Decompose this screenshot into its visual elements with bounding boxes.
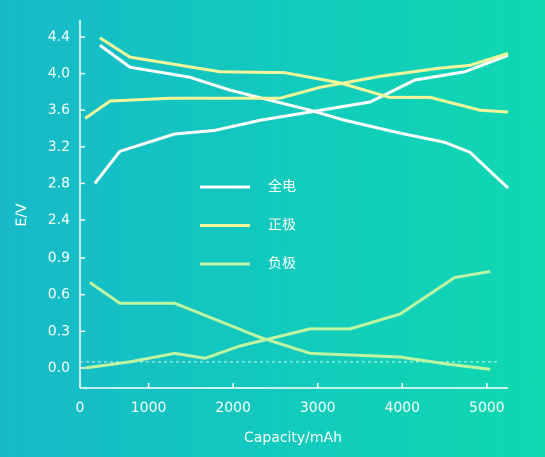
legend-label: 正极 [268, 218, 296, 234]
y-tick-label: 3.6 [48, 102, 70, 118]
y-tick-label: 0.6 [48, 287, 70, 303]
data-line [88, 281, 491, 371]
data-line [84, 269, 491, 370]
y-tick-label: 4.0 [48, 66, 70, 82]
y-tick-label: 2.4 [48, 212, 70, 228]
x-tick-label: 3000 [300, 400, 336, 416]
y-axis-label: E/V [14, 203, 30, 227]
data-line [84, 52, 509, 120]
legend-label: 全电 [268, 178, 296, 195]
x-tick-label: 1000 [131, 400, 167, 416]
x-tick-label: 4000 [384, 400, 420, 416]
x-axis-label: Capacity/mAh [244, 430, 342, 446]
data-line [93, 53, 509, 185]
x-tick-label: 0 [76, 400, 85, 416]
y-tick-label: 0.9 [48, 250, 70, 266]
y-tick-label: 0.0 [48, 360, 70, 376]
y-tick-label: 2.8 [48, 175, 70, 191]
x-tick-label: 2000 [215, 400, 251, 416]
data-line [99, 44, 510, 190]
x-tick-label: 5000 [469, 400, 505, 416]
y-tick-label: 3.2 [48, 139, 70, 155]
legend-label: 负极 [268, 256, 296, 272]
y-tick-label: 4.4 [48, 29, 70, 45]
y-tick-label: 0.3 [48, 323, 70, 339]
